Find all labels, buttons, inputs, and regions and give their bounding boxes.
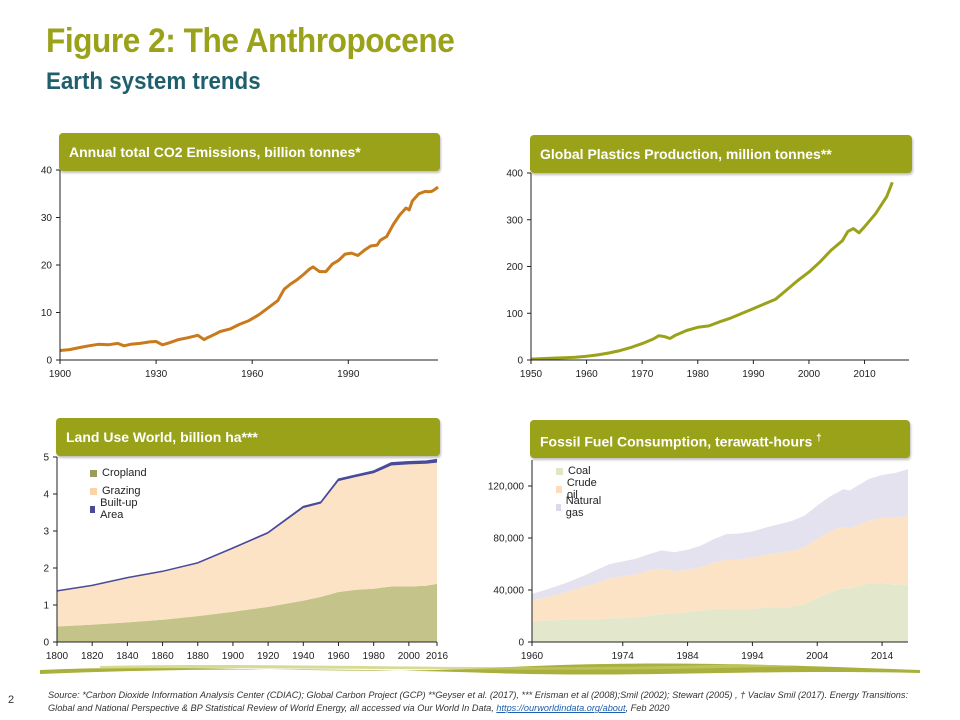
area-natural-gas: [532, 469, 908, 601]
x-tick-label: 1860: [151, 651, 174, 662]
land-banner-text: Land Use World, billion ha***: [66, 429, 258, 445]
y-tick-label: 10: [41, 308, 53, 319]
x-tick-label: 1980: [687, 369, 710, 380]
page-title: Figure 2: The Anthropocene: [46, 22, 455, 60]
y-tick-label: 4: [43, 490, 49, 501]
legend-swatch-natural-gas: [556, 503, 561, 511]
area-crude-oil: [532, 515, 908, 622]
x-tick-label: 1960: [327, 651, 350, 662]
y-tick-label: 0: [43, 638, 49, 649]
x-tick-label: 2010: [853, 369, 876, 380]
legend-swatch-coal: [556, 467, 563, 475]
area-edge-built-up-area: [56, 458, 438, 592]
y-tick-label: 0: [46, 356, 52, 367]
x-tick-label: 1980: [363, 651, 386, 662]
fossil-banner: Fossil Fuel Consumption, terawatt-hours …: [530, 420, 910, 458]
y-tick-label: 5: [43, 453, 49, 464]
legend-label-builtup: Built-up Area: [100, 497, 138, 521]
legend-label-grazing: Grazing: [102, 485, 141, 497]
y-tick-label: 40,000: [493, 586, 524, 597]
source-note: Source: *Carbon Dioxide Information Anal…: [48, 689, 928, 715]
co2-banner: Annual total CO2 Emissions, billion tonn…: [59, 133, 440, 171]
page-number: 2: [8, 694, 15, 706]
x-tick-label: 1960: [521, 651, 544, 662]
x-tick-label: 1974: [612, 651, 635, 662]
legend-label-natural-gas: Natural gas: [565, 495, 602, 519]
legend-label-cropland: Cropland: [102, 467, 147, 479]
legend-item-crude-oil: Crude oil: [556, 477, 603, 501]
x-tick-label: 1984: [676, 651, 699, 662]
x-tick-label: 1920: [257, 651, 280, 662]
land-banner: Land Use World, billion ha***: [56, 418, 440, 456]
source-text: Source: *Carbon Dioxide Information Anal…: [48, 690, 909, 713]
legend-item-natural-gas: Natural gas: [556, 495, 603, 519]
source-tail: , Feb 2020: [625, 703, 670, 713]
y-tick-label: 120,000: [488, 482, 525, 493]
x-tick-label: 1950: [520, 369, 543, 380]
x-tick-label: 1880: [187, 651, 210, 662]
fossil-banner-text: Fossil Fuel Consumption, terawatt-hours: [540, 433, 813, 450]
x-tick-label: 1970: [631, 369, 654, 380]
y-tick-label: 3: [43, 527, 49, 538]
legend-item-builtup: Built-up Area: [90, 497, 147, 521]
co2-banner-text: Annual total CO2 Emissions, billion tonn…: [69, 144, 361, 160]
x-tick-label: 1900: [49, 369, 72, 380]
brush-stroke-divider: [40, 663, 920, 675]
x-tick-label: 1990: [337, 369, 360, 380]
legend-item-coal: Coal: [556, 462, 603, 480]
x-tick-label: 1900: [222, 651, 245, 662]
x-tick-label: 2004: [806, 651, 829, 662]
legend-label-coal: Coal: [568, 465, 591, 477]
x-tick-label: 2000: [798, 369, 821, 380]
area-grazing: [57, 462, 437, 627]
x-tick-label: 1960: [241, 369, 264, 380]
legend-item-cropland: Cropland: [90, 464, 147, 482]
x-tick-label: 1820: [81, 651, 104, 662]
source-link[interactable]: https://ourworldindata.org/about: [496, 703, 626, 713]
plastics-banner-text: Global Plastics Production, million tonn…: [540, 146, 832, 162]
series-line-0: [59, 185, 439, 352]
x-tick-label: 1960: [575, 369, 598, 380]
y-tick-label: 80,000: [493, 534, 524, 545]
y-tick-label: 40: [41, 166, 53, 177]
fossil-legend: Coal Crude oil Natural gas: [556, 462, 603, 519]
legend-label-crude-oil: Crude oil: [566, 477, 597, 501]
y-tick-label: 2: [43, 564, 49, 575]
legend-swatch-grazing: [90, 487, 97, 495]
x-tick-label: 2000: [398, 651, 421, 662]
y-tick-label: 1: [43, 601, 49, 612]
x-tick-label: 1990: [742, 369, 765, 380]
y-tick-label: 0: [517, 356, 523, 367]
x-tick-label: 1840: [116, 651, 139, 662]
series-line-0: [530, 181, 894, 361]
legend-swatch-crude-oil: [556, 485, 562, 493]
y-tick-label: 20: [41, 261, 53, 272]
legend-swatch-builtup: [90, 505, 96, 513]
x-tick-label: 1940: [292, 651, 315, 662]
x-tick-label: 2016: [426, 651, 449, 662]
x-tick-label: 1800: [46, 651, 69, 662]
x-tick-label: 2014: [871, 651, 894, 662]
y-tick-label: 0: [518, 638, 524, 649]
brush-stroke-light: [100, 664, 800, 670]
y-tick-label: 400: [506, 169, 523, 180]
legend-item-grazing: Grazing: [90, 482, 147, 500]
legend-swatch-cropland: [90, 469, 97, 477]
y-tick-label: 200: [506, 262, 523, 273]
land-legend: Cropland Grazing Built-up Area: [90, 464, 147, 521]
area-coal: [532, 582, 908, 642]
y-tick-label: 30: [41, 213, 53, 224]
y-tick-label: 100: [506, 309, 523, 320]
plastics-banner: Global Plastics Production, million tonn…: [530, 135, 912, 173]
x-tick-label: 1994: [741, 651, 764, 662]
y-tick-label: 300: [506, 215, 523, 226]
page-subtitle: Earth system trends: [46, 68, 261, 95]
fossil-banner-mark: †: [816, 433, 822, 444]
area-cropland: [57, 583, 437, 642]
x-tick-label: 1930: [145, 369, 168, 380]
